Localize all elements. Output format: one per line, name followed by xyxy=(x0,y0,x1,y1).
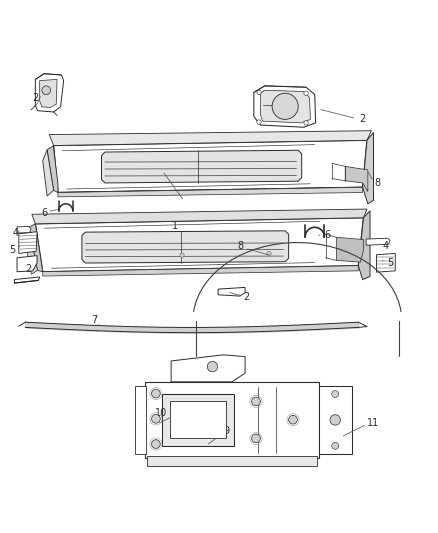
Text: 5: 5 xyxy=(10,245,16,255)
Polygon shape xyxy=(377,254,395,272)
Polygon shape xyxy=(345,166,368,192)
Text: 4: 4 xyxy=(382,241,389,252)
Polygon shape xyxy=(260,90,311,123)
Circle shape xyxy=(330,415,340,425)
Text: 8: 8 xyxy=(374,178,380,188)
Circle shape xyxy=(42,86,50,94)
Circle shape xyxy=(152,415,160,423)
Circle shape xyxy=(252,397,260,406)
Bar xyxy=(145,382,319,458)
Polygon shape xyxy=(17,227,31,233)
Text: 5: 5 xyxy=(387,258,393,268)
Text: 2: 2 xyxy=(360,114,366,124)
Polygon shape xyxy=(43,150,53,196)
Circle shape xyxy=(267,251,271,256)
Polygon shape xyxy=(102,150,302,183)
Polygon shape xyxy=(358,211,370,279)
Polygon shape xyxy=(40,79,57,108)
Polygon shape xyxy=(32,209,367,224)
Polygon shape xyxy=(43,265,358,276)
Polygon shape xyxy=(14,277,40,283)
Bar xyxy=(135,386,146,454)
Circle shape xyxy=(332,442,339,449)
Bar xyxy=(170,401,226,438)
Text: 1: 1 xyxy=(173,221,179,231)
Text: 6: 6 xyxy=(325,230,331,240)
Circle shape xyxy=(152,440,160,448)
Polygon shape xyxy=(363,133,374,204)
Text: 8: 8 xyxy=(238,240,244,251)
Text: 4: 4 xyxy=(12,229,18,238)
Polygon shape xyxy=(19,232,37,254)
Polygon shape xyxy=(35,74,64,112)
Polygon shape xyxy=(82,231,289,263)
Polygon shape xyxy=(35,218,364,272)
Polygon shape xyxy=(53,140,367,192)
Bar xyxy=(162,393,234,446)
Circle shape xyxy=(304,120,308,125)
Bar xyxy=(319,386,352,454)
Polygon shape xyxy=(24,228,38,274)
Bar xyxy=(147,456,317,466)
Text: 7: 7 xyxy=(91,314,97,325)
Circle shape xyxy=(180,253,184,257)
Circle shape xyxy=(257,120,261,124)
Text: 2: 2 xyxy=(243,293,249,302)
Circle shape xyxy=(252,434,260,443)
Polygon shape xyxy=(218,287,245,296)
Text: 9: 9 xyxy=(224,426,230,437)
Text: 2: 2 xyxy=(26,264,32,273)
Polygon shape xyxy=(17,256,37,272)
Polygon shape xyxy=(47,146,58,192)
Circle shape xyxy=(257,90,261,94)
Polygon shape xyxy=(171,355,245,382)
Polygon shape xyxy=(58,187,363,197)
Circle shape xyxy=(272,93,298,119)
Text: 6: 6 xyxy=(41,208,47,218)
Polygon shape xyxy=(366,238,390,245)
Circle shape xyxy=(152,389,160,398)
Polygon shape xyxy=(336,237,364,262)
Circle shape xyxy=(332,391,339,398)
Text: 11: 11 xyxy=(367,418,379,428)
Text: 2: 2 xyxy=(32,93,39,103)
Circle shape xyxy=(304,91,308,95)
Polygon shape xyxy=(29,224,43,272)
Polygon shape xyxy=(254,86,316,127)
Circle shape xyxy=(289,415,297,424)
Polygon shape xyxy=(49,131,371,146)
Circle shape xyxy=(207,361,218,372)
Text: 10: 10 xyxy=(155,408,168,418)
